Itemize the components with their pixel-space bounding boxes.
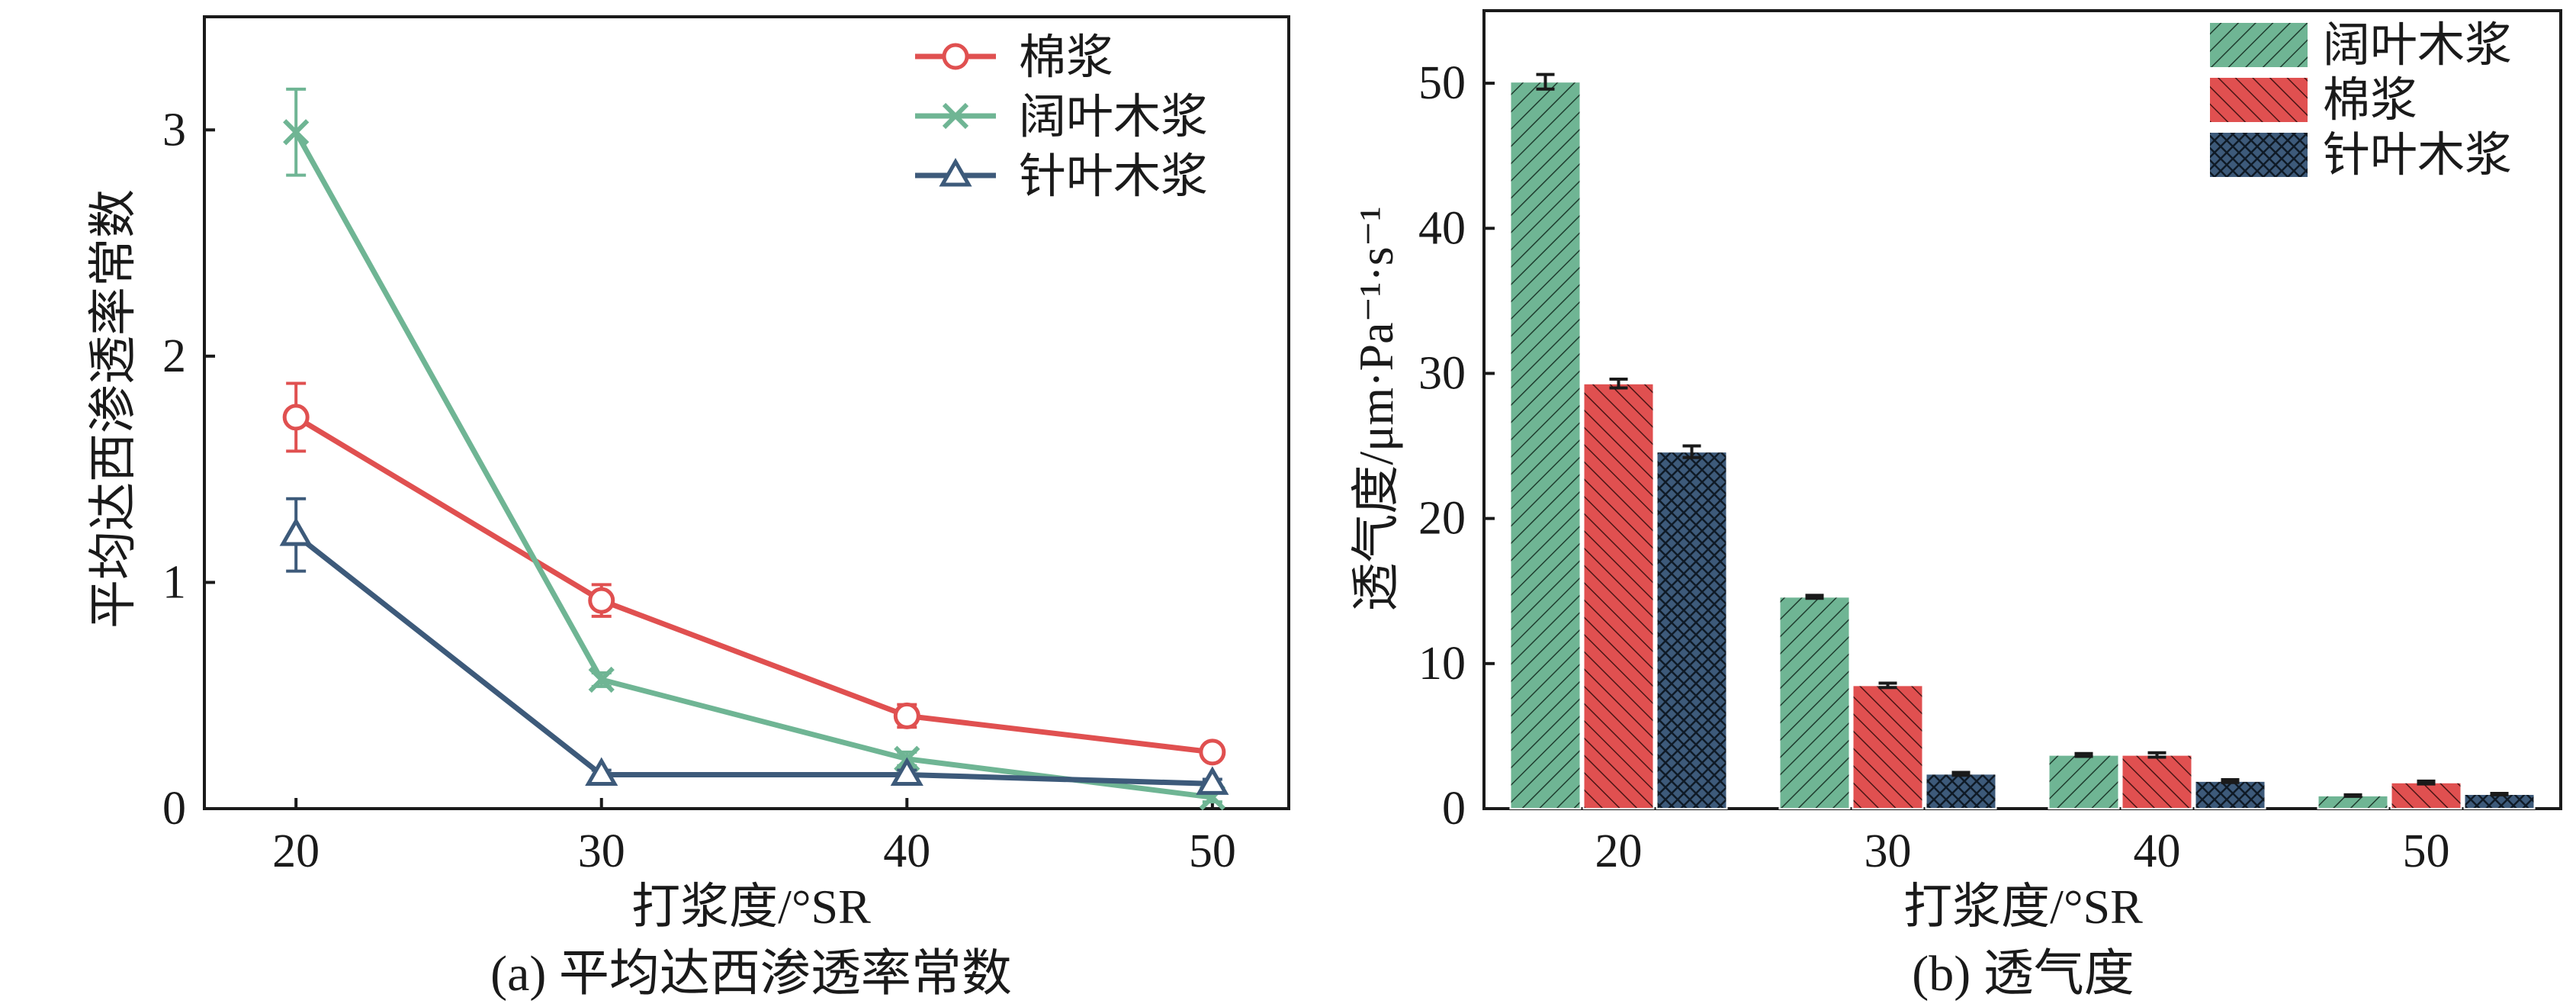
bar-chart-legend-label: 棉浆 [2323, 75, 2417, 127]
bar-chart-error-bar [1951, 771, 1971, 777]
bar-chart-caption: (b) 透气度 [1912, 946, 2134, 1002]
bar-chart-error-bar [1878, 681, 1897, 690]
bar-chart-axes [1482, 9, 2562, 810]
line-chart-caption: (a) 平均达西渗透率常数 [490, 946, 1012, 1002]
bar-chart-y-tick-label: 50 [1418, 57, 1466, 109]
bar-chart-y-tick-label: 20 [1418, 493, 1466, 545]
line-chart-y-ticks: 0 1 2 3 [162, 104, 215, 835]
line-chart-x-tick-label: 50 [1189, 825, 1236, 877]
bar-chart-y-tick-label: 30 [1418, 347, 1466, 399]
bar-chart-y-tick-label: 10 [1418, 638, 1466, 690]
bar-chart-error-bar [1536, 72, 1555, 91]
line-chart-x-axis-label: 打浆度/°SR [631, 880, 871, 934]
line-chart-legend-marker [942, 102, 969, 130]
line-chart-frame [203, 15, 1290, 810]
bar-chart-y-tick-label: 40 [1418, 202, 1466, 254]
bar-chart-error-bar [2147, 751, 2166, 759]
line-chart-data-point [1196, 766, 1229, 795]
bar-chart-legend-swatch [2210, 23, 2308, 67]
bar-chart-x-tick-label: 20 [1595, 825, 1643, 877]
line-chart-legend-label: 针叶木浆 [1019, 151, 1208, 203]
bar-chart-legend-swatch [2210, 78, 2308, 122]
line-chart-x-tick-label: 30 [578, 825, 625, 877]
bar-chart-legend-label: 针叶木浆 [2323, 130, 2512, 182]
line-chart-axes [203, 15, 1290, 810]
bar-chart-bar [2390, 781, 2462, 809]
bar-chart-error-bar [2074, 751, 2093, 758]
line-chart-x-tick-label: 40 [883, 825, 930, 877]
bar-chart-error-bar [2343, 793, 2362, 798]
line-chart-series-line [294, 414, 1213, 755]
bar-chart-x-axis-label: 打浆度/°SR [1903, 880, 2143, 934]
bar-chart-error-bar [2417, 779, 2436, 786]
bar-chart-y-axis-label: 透气度/μm·Pa⁻¹·s⁻¹ [1349, 206, 1403, 611]
bar-chart-bar [1582, 382, 1655, 809]
bar-chart-bar [2048, 754, 2120, 810]
bar-chart-error-bar [1609, 378, 1628, 390]
line-chart-y-tick-label: 2 [162, 330, 186, 382]
line-chart-y-axis-label: 平均达西渗透率常数 [86, 189, 140, 629]
bar-chart-bar [1778, 596, 1851, 809]
line-chart-y-tick-label: 0 [162, 783, 186, 835]
bar-chart-bar [2121, 754, 2193, 810]
line-chart-legend-marker [939, 157, 972, 187]
bar-chart-bars [1509, 72, 2536, 810]
line-chart-legend-marker [942, 43, 969, 70]
line-chart-data-point [588, 666, 615, 693]
bar-chart-legend-label: 阔叶木浆 [2323, 20, 2512, 72]
line-chart-data-point [1199, 738, 1226, 766]
line-chart-series-line [294, 130, 1213, 800]
bar-chart-bar [1852, 684, 1924, 809]
bar-chart-x-tick-label: 50 [2403, 825, 2450, 877]
bar-chart-error-bar [2490, 792, 2509, 796]
bar-chart-frame [1482, 9, 2562, 810]
bar-chart-error-bar [1682, 444, 1701, 459]
line-chart-data-point [283, 119, 310, 146]
line-chart-data-point [588, 587, 615, 614]
line-chart-legend-label: 阔叶木浆 [1019, 92, 1208, 143]
line-chart-data-point [279, 517, 313, 546]
bar-chart-x-tick-label: 40 [2134, 825, 2181, 877]
bar-chart-x-tick-label: 30 [1865, 825, 1912, 877]
line-chart-x-ticks: 20 30 40 50 [272, 798, 1236, 877]
bar-chart-legend-swatch [2210, 133, 2308, 177]
bar-chart-error-bar [2221, 777, 2240, 784]
bar-chart-bar [1925, 773, 1997, 810]
bar-chart-bar [1656, 451, 1728, 809]
line-chart-legend-label: 棉浆 [1019, 32, 1113, 84]
line-chart-data-point [282, 404, 310, 431]
line-chart-y-tick-label: 3 [162, 104, 186, 156]
bar-chart-bar [1509, 81, 1582, 810]
line-chart-x-tick-label: 20 [272, 825, 320, 877]
bar-chart-error-bar [1805, 594, 1824, 600]
line-chart-data-point [890, 757, 923, 787]
line-chart-y-tick-label: 1 [162, 556, 186, 608]
bar-chart-y-tick-label: 0 [1442, 783, 1466, 835]
line-chart-data-point [585, 757, 618, 787]
bar-chart-x-ticks: 20 30 40 50 [1595, 798, 2450, 877]
bar-chart-y-ticks: 0 10 20 30 40 50 [1418, 57, 1495, 835]
line-chart-data-point [893, 702, 920, 729]
line-chart-series [279, 87, 1229, 811]
line-chart-series-line [294, 532, 1213, 787]
bar-chart-bar [2194, 780, 2266, 810]
